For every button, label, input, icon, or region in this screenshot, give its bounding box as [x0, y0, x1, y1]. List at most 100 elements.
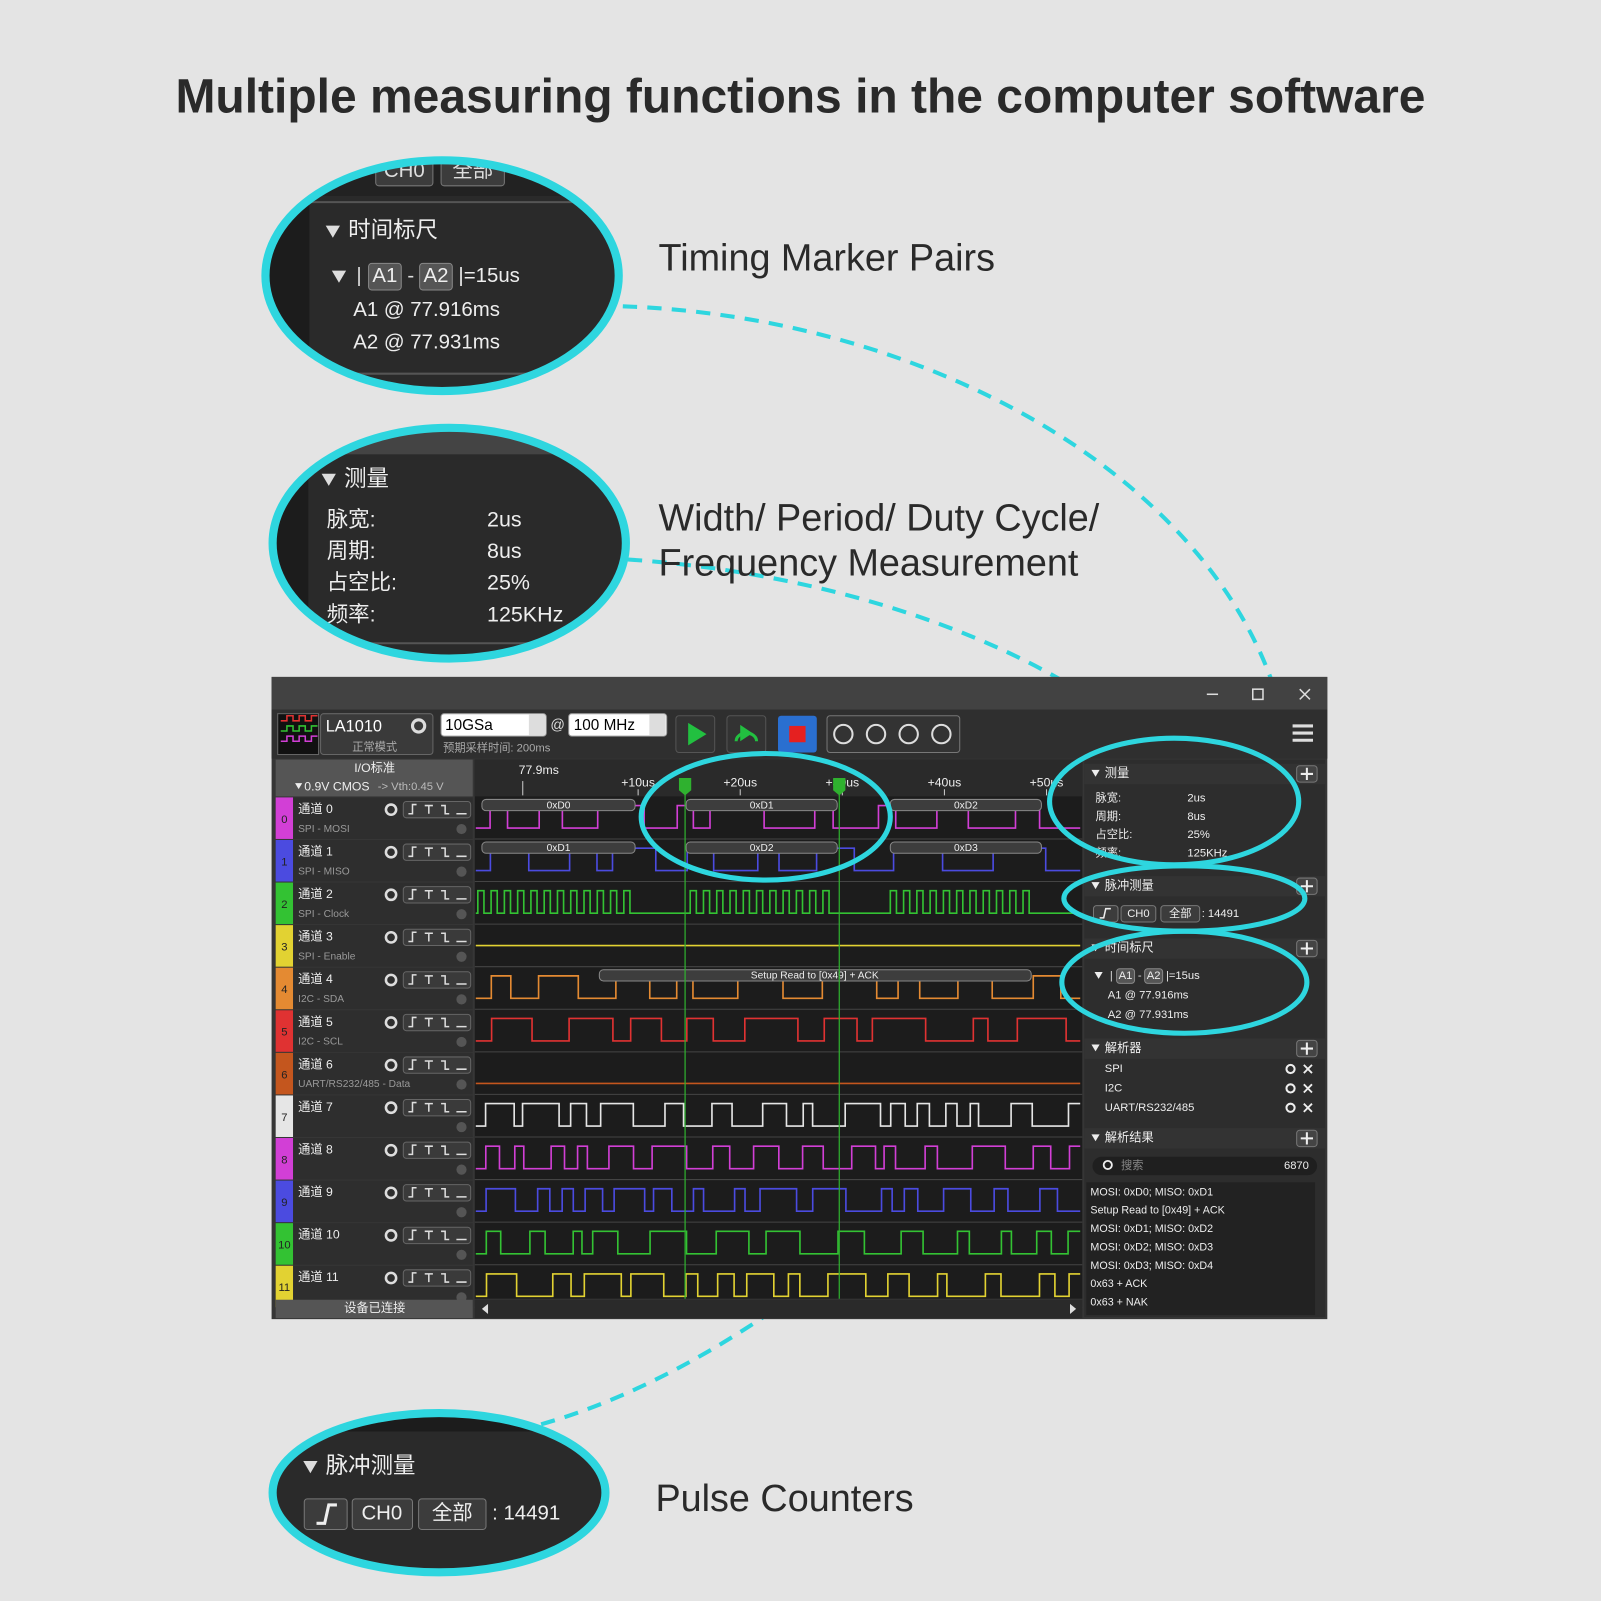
marker-time: A2 @ 77.931ms — [353, 331, 500, 353]
channel-name: 通道 5 — [298, 1015, 333, 1029]
channel-settings[interactable] — [384, 1229, 398, 1242]
section-header — [1084, 1128, 1326, 1149]
decode-label: 0xD2 — [750, 843, 774, 854]
channel-settings[interactable] — [384, 930, 398, 944]
trigger-icons[interactable] — [408, 846, 467, 858]
channel-settings[interactable] — [384, 803, 398, 817]
channel-color — [275, 1010, 294, 1052]
trigger-icons[interactable] — [408, 1272, 467, 1283]
tool-button[interactable] — [833, 723, 854, 745]
channel-settings[interactable] — [384, 1101, 398, 1115]
channel-settings[interactable] — [384, 1271, 398, 1285]
measure-name: 周期: — [327, 539, 376, 563]
channel-index: 7 — [281, 1112, 287, 1124]
scroll-right[interactable] — [1070, 1303, 1077, 1315]
scroll-left[interactable] — [481, 1303, 489, 1315]
marker-flag[interactable] — [833, 778, 846, 796]
decode-label: 0xD1 — [547, 843, 571, 854]
channel-badge — [456, 1036, 467, 1048]
search-box[interactable] — [1092, 1156, 1318, 1176]
channel-settings[interactable] — [384, 1016, 398, 1029]
channel-settings[interactable] — [384, 973, 398, 987]
trigger-icons[interactable] — [408, 803, 467, 815]
section-heading: 测量 — [344, 466, 389, 491]
channel-name: 通道 9 — [298, 1185, 333, 1199]
settings-button[interactable] — [1300, 767, 1314, 781]
channel-settings[interactable] — [384, 845, 398, 859]
channel-name: 通道 4 — [298, 972, 333, 986]
tool-button[interactable] — [898, 723, 919, 745]
section-heading: 时间标尺 — [348, 218, 438, 243]
trigger-icons[interactable] — [408, 1144, 467, 1156]
channel-index: 0 — [281, 814, 287, 826]
trigger-icons[interactable] — [408, 1016, 467, 1028]
settings-button[interactable] — [1300, 1132, 1314, 1145]
box — [351, 1498, 413, 1530]
wave-bg — [474, 759, 1083, 1299]
measure-name: 脉宽: — [1096, 790, 1122, 804]
channel-index: 1 — [281, 856, 287, 868]
channel-color — [275, 882, 294, 925]
logo-wave — [280, 735, 318, 743]
dropdown[interactable] — [528, 714, 546, 736]
trigger-icons[interactable] — [408, 888, 467, 900]
channel-name: 通道 3 — [298, 930, 333, 944]
decoder: UART/RS232/485 — [1105, 1102, 1195, 1114]
tool-button[interactable] — [931, 723, 952, 745]
channel-settings[interactable] — [384, 1058, 398, 1072]
settings-button[interactable] — [410, 718, 427, 734]
collapse-arrow — [325, 225, 340, 238]
zoom-bg — [272, 427, 626, 659]
trigger-icons[interactable] — [408, 1186, 467, 1198]
add-button[interactable] — [1300, 1042, 1314, 1055]
scrollbar[interactable] — [474, 1299, 1083, 1319]
callout-label: Timing Marker Pairs — [659, 237, 995, 279]
channel-settings[interactable] — [384, 1186, 398, 1200]
channel-button: CH0 — [1127, 908, 1149, 920]
channel-color — [275, 1138, 294, 1180]
trigger-icons[interactable] — [408, 931, 467, 943]
decode-bar — [889, 841, 1042, 854]
channel-settings[interactable] — [384, 1143, 398, 1157]
io-heading: I/O标准 — [354, 761, 395, 775]
decode-label: 0xD2 — [954, 800, 978, 811]
repeat-play — [740, 724, 753, 742]
box — [402, 843, 472, 861]
channel-color — [275, 1223, 294, 1265]
channel-color — [275, 1265, 294, 1308]
tool-button[interactable] — [865, 723, 887, 745]
decoder-remove[interactable] — [1303, 1064, 1313, 1074]
channel-settings[interactable] — [384, 888, 398, 902]
logo-wave — [280, 714, 318, 722]
add-button[interactable] — [1300, 942, 1314, 955]
decoder-settings[interactable] — [1285, 1063, 1296, 1075]
channel-badge — [456, 951, 467, 962]
measure-value: 25% — [487, 571, 530, 595]
decoder-remove[interactable] — [1303, 1083, 1313, 1094]
trigger-icons[interactable] — [408, 1059, 467, 1070]
add-button[interactable] — [1300, 880, 1314, 893]
measure-value: 8us — [487, 539, 522, 563]
trigger-icons[interactable] — [408, 1101, 467, 1113]
trigger-icons[interactable] — [408, 974, 467, 985]
box — [402, 1269, 472, 1287]
collapse-arrow — [1091, 1134, 1100, 1142]
box — [402, 1141, 472, 1159]
time-tick-label: +10us — [621, 775, 655, 789]
status-bar — [275, 1299, 473, 1319]
section-heading: 脉冲测量 — [1105, 877, 1154, 892]
result-row: MOSI: 0xD2; MISO: 0xD3 — [1090, 1241, 1213, 1253]
measure-value: 2us — [487, 507, 522, 531]
trigger-icons[interactable] — [408, 1229, 467, 1241]
dropdown[interactable] — [649, 714, 666, 736]
decode-label: Setup Read to [0x49] + ACK — [751, 971, 879, 982]
box — [402, 971, 472, 989]
trace — [475, 1017, 1081, 1042]
decoder-settings[interactable] — [1285, 1102, 1296, 1113]
trace — [475, 1102, 1081, 1127]
decoder-settings[interactable] — [1285, 1083, 1296, 1094]
decoder-remove[interactable] — [1303, 1103, 1313, 1113]
channel-index: 11 — [279, 1282, 291, 1294]
marker-flag[interactable] — [678, 778, 692, 796]
